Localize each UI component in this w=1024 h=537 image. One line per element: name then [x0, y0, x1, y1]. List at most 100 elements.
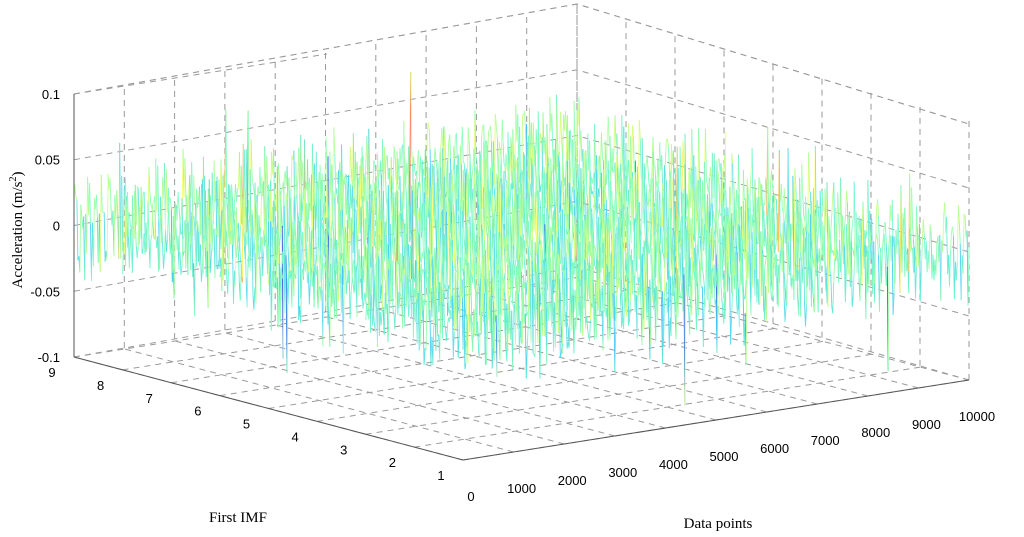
surface-segment — [844, 224, 847, 293]
surface-segment — [832, 282, 835, 314]
surface-segment — [150, 235, 153, 241]
surface-segment — [396, 151, 399, 188]
surface-segment — [336, 259, 339, 275]
surface-segment — [307, 221, 309, 227]
surface-segment — [523, 190, 525, 213]
surface-segment — [237, 236, 240, 239]
surface-segment — [323, 263, 326, 269]
surface-segment — [313, 171, 316, 203]
surface-segment — [857, 244, 860, 279]
surface-segment — [297, 225, 300, 321]
surface-layer — [73, 72, 970, 406]
surface-segment — [256, 233, 259, 248]
surface-segment — [491, 194, 494, 215]
surface-segment — [519, 327, 522, 343]
surface-segment — [334, 197, 337, 253]
surface-segment — [372, 200, 375, 258]
surface-segment — [524, 313, 527, 379]
surface-segment — [479, 306, 481, 358]
surface-segment — [496, 232, 499, 279]
surface-segment — [251, 214, 254, 296]
surface-segment — [438, 239, 441, 273]
surface-segment — [845, 190, 847, 217]
surface-segment — [594, 264, 596, 267]
surface-segment — [682, 140, 685, 169]
surface-segment — [537, 254, 540, 275]
surface-segment — [349, 146, 352, 169]
surface-segment — [610, 229, 613, 245]
surface-segment — [265, 207, 268, 250]
y-tick-label: 9 — [48, 365, 55, 380]
surface-segment — [612, 275, 615, 294]
surface-segment — [478, 269, 481, 287]
surface-segment — [594, 190, 596, 200]
surface-segment — [900, 185, 903, 273]
surface-segment — [247, 255, 250, 257]
surface-segment — [616, 212, 619, 227]
surface-segment — [515, 160, 518, 173]
surface-segment — [347, 263, 350, 271]
surface-segment — [689, 275, 692, 335]
surface-segment — [469, 154, 472, 213]
surface-segment — [527, 220, 530, 243]
surface-segment — [354, 227, 357, 272]
x-tick-label: 10000 — [959, 409, 995, 424]
surface-segment — [550, 257, 553, 287]
surface-segment — [194, 202, 196, 204]
surface-segment — [429, 262, 432, 313]
surface-segment — [671, 284, 674, 290]
surface-segment — [404, 224, 407, 246]
surface-segment — [407, 251, 410, 287]
surface-segment — [497, 232, 500, 257]
surface-segment — [538, 195, 541, 201]
surface-segment — [459, 201, 462, 210]
surface-segment — [560, 111, 562, 138]
surface-segment — [571, 258, 574, 288]
surface-segment — [508, 186, 511, 205]
surface-segment — [671, 243, 674, 277]
surface-segment — [541, 137, 544, 210]
surface-segment — [805, 306, 807, 327]
surface-segment — [645, 184, 648, 202]
surface-segment — [136, 246, 139, 258]
y-tick-label: 6 — [194, 404, 201, 419]
surface-segment — [477, 256, 480, 270]
surface-segment — [227, 270, 230, 295]
surface-segment — [179, 218, 182, 221]
surface-segment — [928, 224, 931, 270]
surface-segment — [530, 122, 533, 153]
surface-segment — [865, 259, 868, 319]
surface-segment — [537, 190, 540, 228]
x-tick-label: 0 — [467, 489, 474, 504]
surface-segment — [306, 272, 309, 284]
surface-segment — [782, 250, 785, 299]
surface-segment — [503, 280, 506, 293]
surface-segment — [350, 277, 353, 293]
surface-segment — [615, 296, 618, 328]
surface-segment — [563, 214, 566, 278]
surface-segment — [627, 277, 629, 326]
surface-segment — [456, 288, 459, 358]
surface-segment — [541, 286, 544, 313]
surface-segment — [796, 221, 799, 281]
surface-segment — [332, 223, 335, 244]
surface-segment — [598, 155, 601, 188]
surface-segment — [608, 285, 611, 337]
surface-segment — [441, 224, 444, 264]
surface-segment — [614, 327, 617, 372]
surface-segment — [270, 222, 273, 228]
surface-segment — [467, 172, 470, 225]
surface-segment — [690, 218, 693, 249]
surface-segment — [774, 194, 776, 200]
surface-segment — [560, 248, 563, 273]
surface-segment — [485, 193, 487, 234]
surface-segment — [765, 254, 768, 262]
surface-segment — [517, 157, 520, 209]
surface-segment — [670, 186, 673, 248]
surface-segment — [877, 238, 879, 255]
surface-segment — [409, 259, 411, 305]
surface-segment — [850, 241, 853, 307]
surface-segment — [534, 192, 537, 232]
surface-segment — [602, 284, 605, 351]
surface-segment — [422, 309, 425, 365]
